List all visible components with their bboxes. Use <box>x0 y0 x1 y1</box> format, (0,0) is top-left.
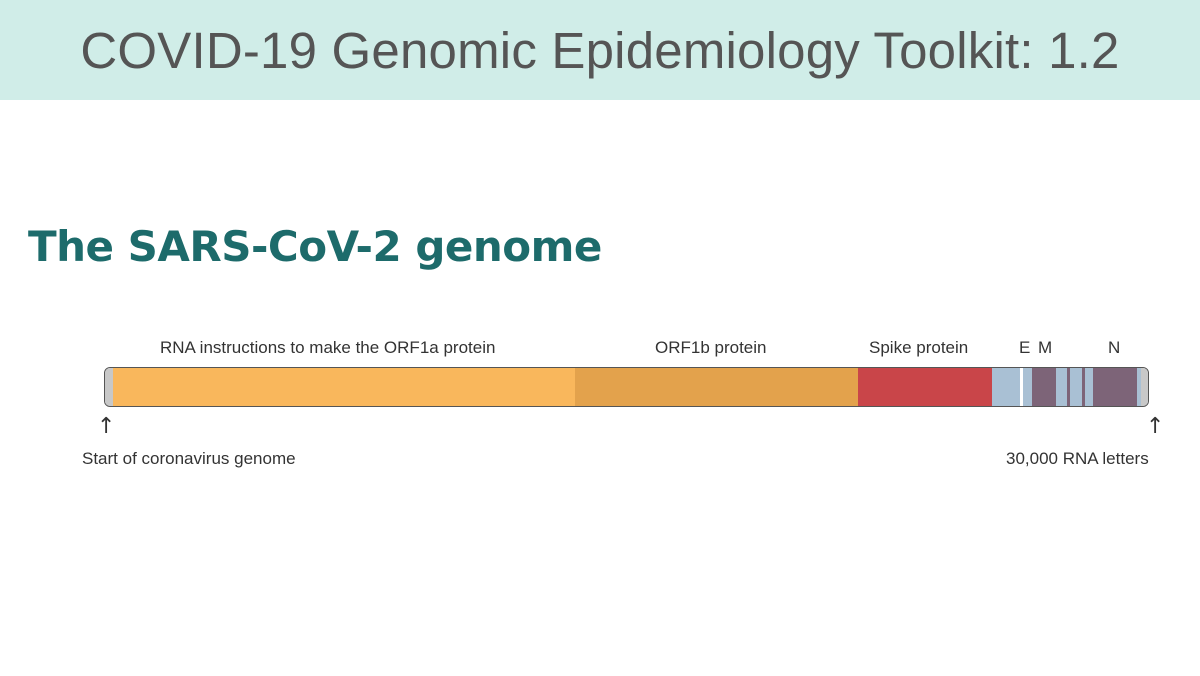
genome-bar <box>104 367 1149 407</box>
orf1b-segment <box>575 368 858 406</box>
spike-segment <box>858 368 992 406</box>
m-gene-label: M <box>1038 338 1053 357</box>
orf1a-segment <box>113 368 575 406</box>
spike-label: Spike protein <box>869 338 969 357</box>
end-up-arrow-icon: ↑ <box>1146 414 1165 439</box>
three-prime-utr-segment <box>1141 368 1148 406</box>
orf1a-label: RNA instructions to make the ORF1a prote… <box>160 338 496 357</box>
accessory-segment-7 <box>1085 368 1093 406</box>
accessory-segment-3 <box>1056 368 1067 406</box>
five-prime-utr-segment <box>105 368 113 406</box>
accessory-segment-1 <box>992 368 1020 406</box>
start-up-arrow-icon: ↑ <box>97 414 116 439</box>
accessory-segment-8 <box>1137 368 1141 406</box>
accessory-segment-5 <box>1070 368 1082 406</box>
title-banner: COVID-19 Genomic Epidemiology Toolkit: 1… <box>0 0 1200 100</box>
orf1b-label: ORF1b protein <box>655 338 767 357</box>
genome-start-label: Start of coronavirus genome <box>82 449 296 468</box>
accessory-segment-6 <box>1082 368 1085 406</box>
accessory-segment-4 <box>1067 368 1070 406</box>
n-gene-segment <box>1093 368 1137 406</box>
genome-end-label: 30,000 RNA letters <box>1006 449 1149 468</box>
n-gene-label: N <box>1108 338 1121 357</box>
m-gene-segment <box>1032 368 1056 406</box>
banner-title: COVID-19 Genomic Epidemiology Toolkit: 1… <box>80 21 1120 79</box>
accessory-segment-2 <box>1023 368 1032 406</box>
slide-heading: The SARS-CoV-2 genome <box>28 222 602 271</box>
e-gene-segment <box>1020 368 1023 406</box>
e-gene-label: E <box>1019 338 1031 357</box>
